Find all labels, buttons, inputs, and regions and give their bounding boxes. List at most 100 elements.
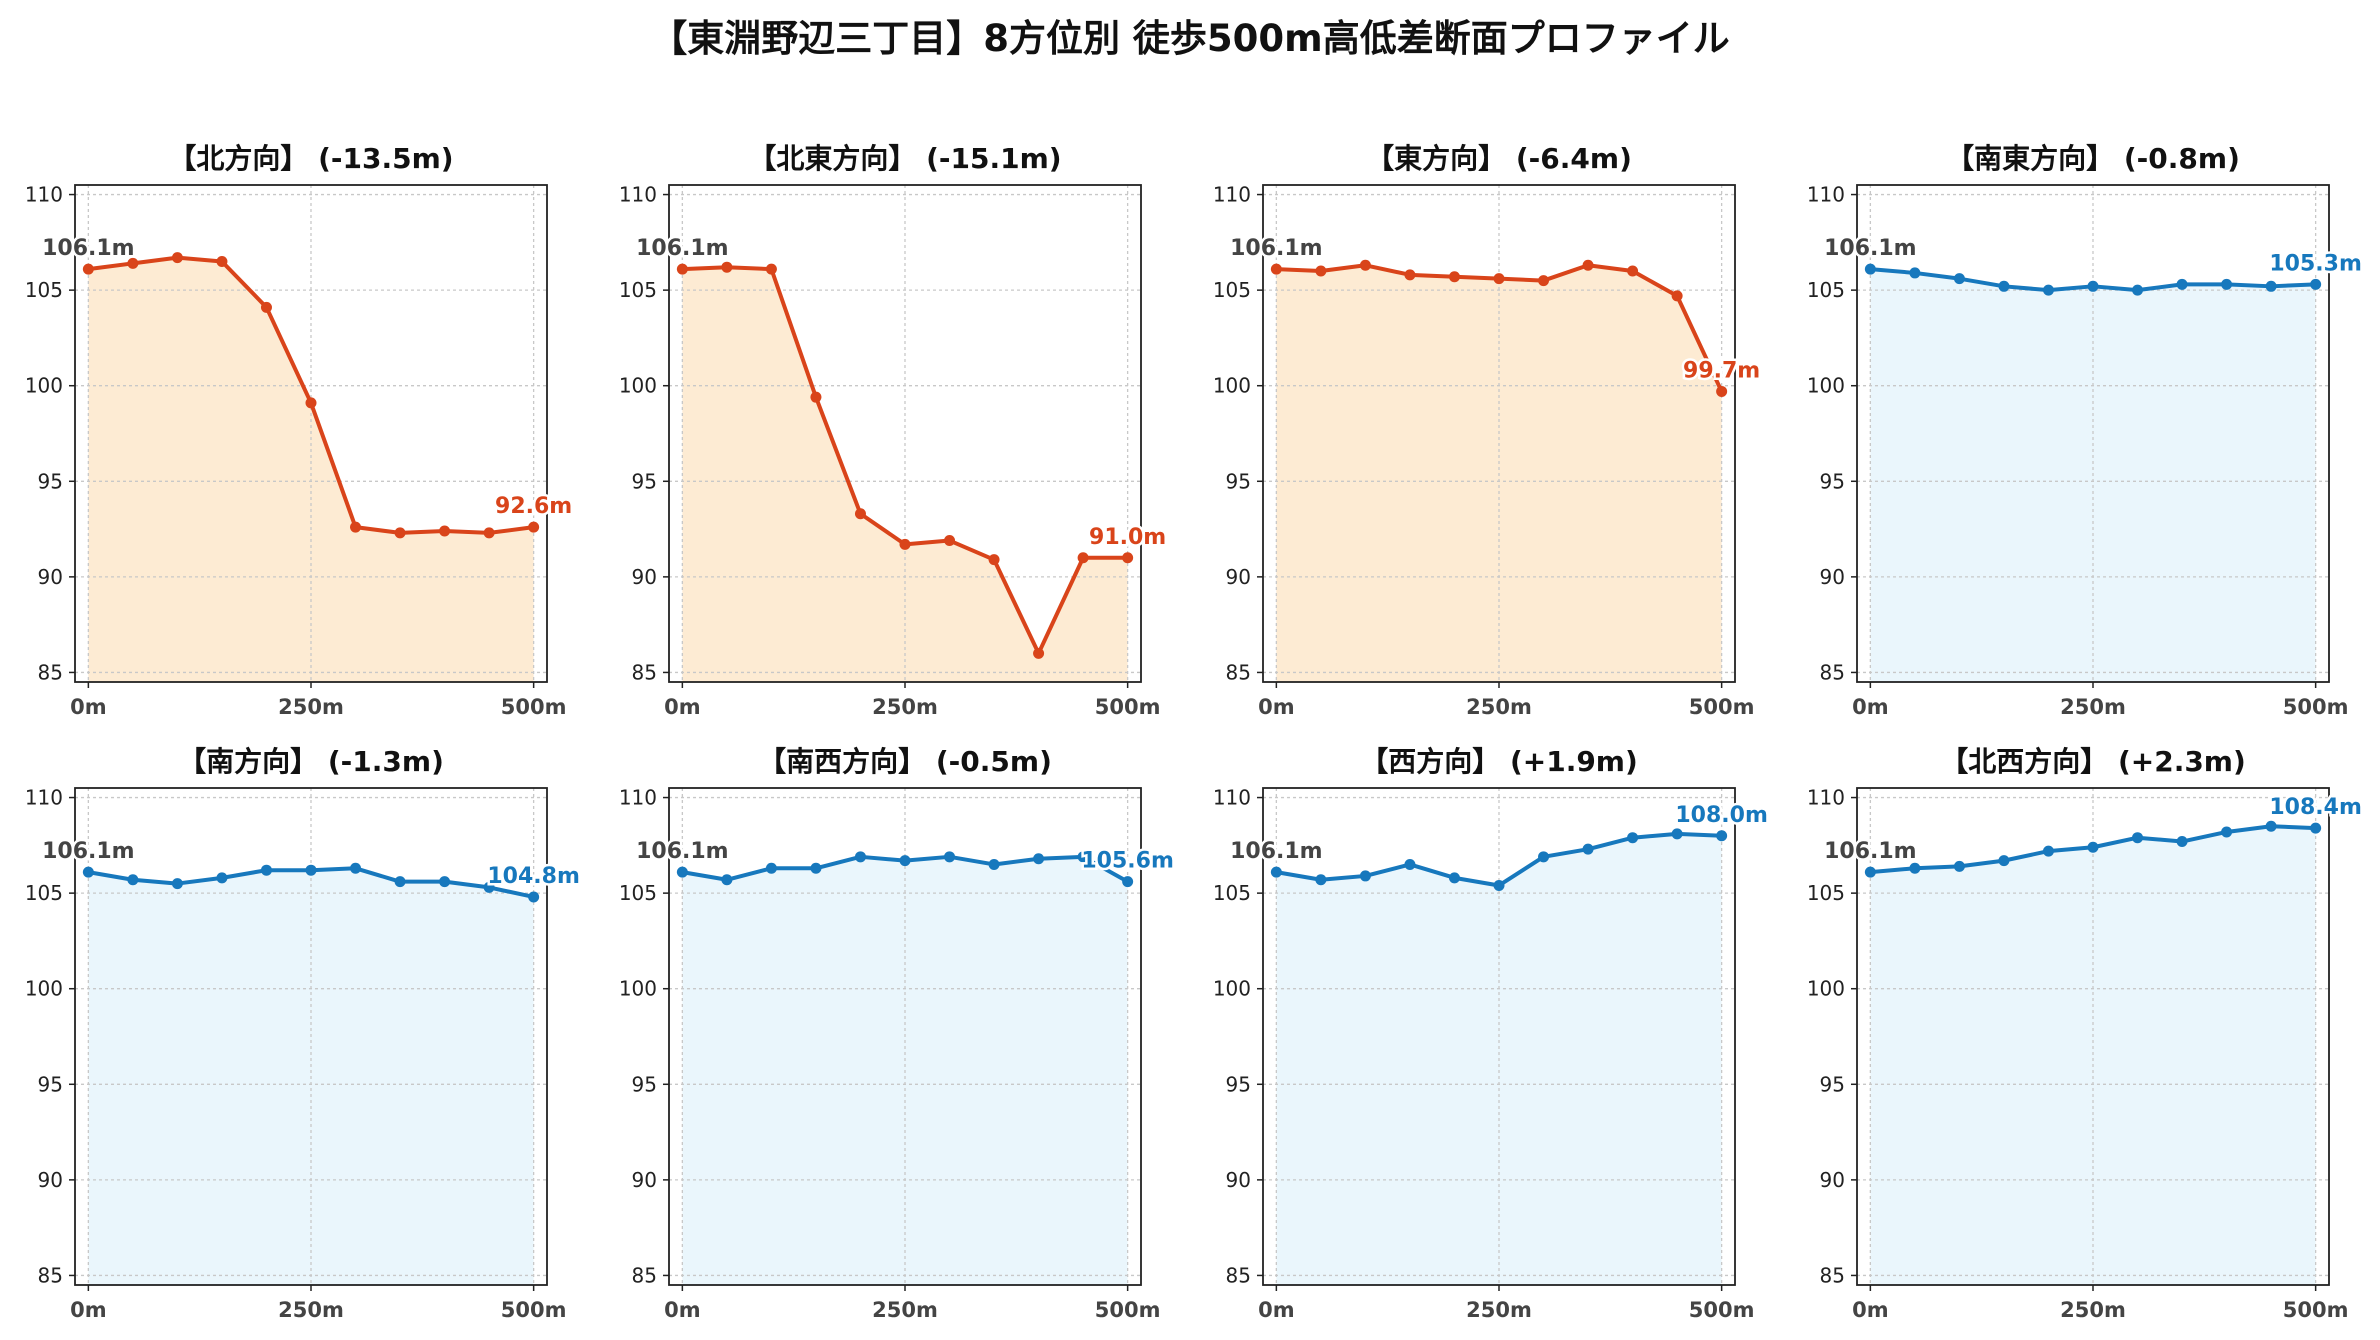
- data-point: [216, 872, 228, 884]
- data-point: [1582, 843, 1594, 855]
- y-tick-label: 100: [1213, 977, 1251, 1001]
- data-point: [439, 525, 451, 537]
- panel-title: 【西方向】 (+1.9m): [1360, 745, 1638, 778]
- data-point: [1998, 855, 2010, 867]
- y-tick-label: 95: [1226, 1072, 1251, 1096]
- data-point: [528, 521, 540, 533]
- x-tick-label: 250m: [2060, 695, 2126, 719]
- data-point: [2087, 841, 2099, 853]
- data-point: [1671, 290, 1683, 302]
- data-point: [2176, 836, 2188, 848]
- x-tick-label: 250m: [2060, 1298, 2126, 1322]
- elevation-area: [682, 267, 1128, 682]
- x-tick-label: 0m: [1258, 1298, 1295, 1322]
- y-tick-label: 105: [619, 881, 657, 905]
- data-point: [1582, 259, 1594, 271]
- y-tick-label: 85: [1226, 660, 1251, 684]
- data-point: [260, 301, 272, 313]
- x-tick-label: 0m: [70, 695, 107, 719]
- data-point: [2176, 278, 2188, 290]
- panel-title: 【北東方向】 (-15.1m): [748, 142, 1061, 175]
- x-tick-label: 0m: [1852, 1298, 1889, 1322]
- y-tick-label: 110: [25, 183, 63, 207]
- data-point: [1404, 269, 1416, 281]
- x-tick-label: 0m: [1852, 695, 1889, 719]
- y-tick-label: 100: [619, 977, 657, 1001]
- x-tick-label: 500m: [501, 1298, 567, 1322]
- data-point: [1538, 275, 1550, 287]
- data-point: [1122, 552, 1134, 564]
- data-point: [988, 858, 1000, 870]
- data-point: [483, 527, 495, 539]
- data-point: [988, 554, 1000, 566]
- end-elevation-label: 92.6m: [495, 494, 572, 519]
- x-tick-label: 500m: [1689, 695, 1755, 719]
- end-elevation-label: 105.6m: [1081, 849, 1174, 874]
- y-tick-label: 90: [1820, 1168, 1845, 1192]
- data-point: [765, 263, 777, 275]
- data-point: [1077, 552, 1089, 564]
- x-tick-label: 250m: [1466, 695, 1532, 719]
- y-tick-label: 100: [25, 374, 63, 398]
- y-tick-label: 110: [619, 786, 657, 810]
- data-point: [899, 855, 911, 867]
- y-tick-label: 100: [1807, 977, 1845, 1001]
- x-tick-label: 500m: [1095, 1298, 1161, 1322]
- data-point: [82, 263, 94, 275]
- data-point: [350, 521, 362, 533]
- x-tick-label: 500m: [1689, 1298, 1755, 1322]
- x-tick-label: 0m: [1258, 695, 1295, 719]
- x-tick-label: 250m: [278, 1298, 344, 1322]
- data-point: [1716, 830, 1728, 842]
- y-tick-label: 85: [632, 1263, 657, 1287]
- data-point: [810, 391, 822, 403]
- data-point: [2132, 832, 2144, 844]
- end-elevation-label: 91.0m: [1089, 525, 1166, 550]
- panel-title: 【北西方向】 (+2.3m): [1940, 745, 2246, 778]
- panel-title: 【東方向】 (-6.4m): [1366, 142, 1632, 175]
- data-point: [260, 864, 272, 876]
- y-tick-label: 100: [619, 374, 657, 398]
- data-point: [1359, 259, 1371, 271]
- start-elevation-label: 106.1m: [1824, 236, 1917, 261]
- data-point: [944, 851, 956, 863]
- data-point: [1716, 385, 1728, 397]
- data-point: [1270, 866, 1282, 878]
- y-tick-label: 110: [25, 786, 63, 810]
- data-point: [350, 862, 362, 874]
- data-point: [1359, 870, 1371, 882]
- y-tick-label: 85: [38, 660, 63, 684]
- data-point: [1864, 263, 1876, 275]
- data-point: [2132, 284, 2144, 296]
- start-elevation-label: 106.1m: [1230, 236, 1323, 261]
- y-tick-label: 105: [1807, 881, 1845, 905]
- data-point: [1538, 851, 1550, 863]
- y-tick-label: 110: [619, 183, 657, 207]
- start-elevation-label: 106.1m: [1230, 839, 1323, 864]
- y-tick-label: 90: [38, 1168, 63, 1192]
- y-tick-label: 95: [1820, 469, 1845, 493]
- data-point: [1864, 866, 1876, 878]
- data-point: [1909, 267, 1921, 279]
- data-point: [676, 263, 688, 275]
- end-elevation-label: 108.4m: [2269, 795, 2362, 820]
- y-tick-label: 85: [1226, 1263, 1251, 1287]
- data-point: [2221, 826, 2233, 838]
- data-point: [1493, 879, 1505, 891]
- panel-title: 【南方向】 (-1.3m): [178, 745, 444, 778]
- data-point: [765, 862, 777, 874]
- data-point: [305, 397, 317, 409]
- data-point: [810, 862, 822, 874]
- data-point: [2265, 820, 2277, 832]
- end-elevation-label: 108.0m: [1675, 803, 1768, 828]
- y-tick-label: 100: [1213, 374, 1251, 398]
- chart-panel: 85 90 95 100 105 110 0m 250m 500m 【南東方向】 (-0.8m) 1…: [1807, 142, 2365, 719]
- x-tick-label: 500m: [1095, 695, 1161, 719]
- end-elevation-label: 99.7m: [1683, 358, 1760, 383]
- data-point: [2310, 822, 2322, 834]
- y-tick-label: 85: [632, 660, 657, 684]
- end-elevation-label: 105.3m: [2269, 251, 2362, 276]
- panel-title: 【北方向】 (-13.5m): [168, 142, 453, 175]
- y-tick-label: 90: [632, 1168, 657, 1192]
